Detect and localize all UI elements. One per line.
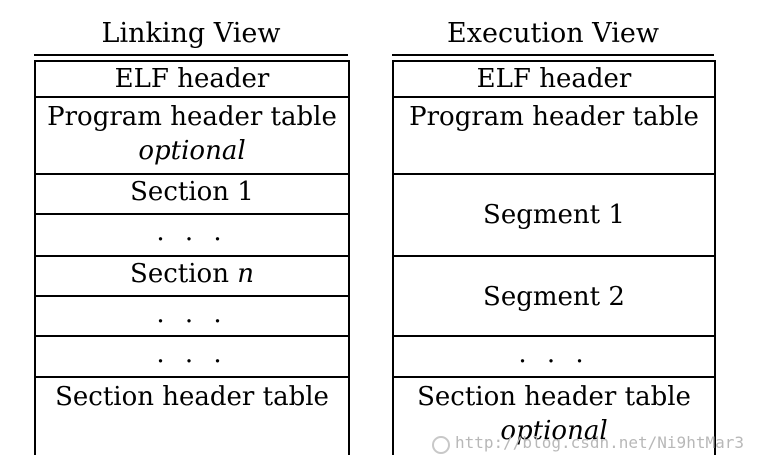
execution-section-header-table-label: Section header table [417, 382, 691, 412]
execution-segment-1-label: Segment 1 [483, 200, 625, 230]
linking-elf-header: ELF header [36, 62, 348, 98]
linking-view-table: ELF header Program header table optional… [34, 60, 350, 455]
execution-view-title: Execution View [447, 18, 659, 49]
linking-ellipsis-3: . . . [36, 337, 348, 378]
execution-segment-2: Segment 2 [394, 257, 714, 337]
linking-ellipsis-2-label: . . . [156, 299, 228, 329]
execution-program-header-table: Program header table [394, 98, 714, 175]
linking-view-title: Linking View [101, 18, 281, 49]
execution-program-header-table-label: Program header table [409, 102, 699, 132]
linking-section-header-table-label: Section header table [55, 382, 329, 412]
linking-ellipsis-3-label: . . . [156, 339, 228, 369]
execution-ellipsis: . . . [394, 337, 714, 378]
execution-elf-header-label: ELF header [476, 64, 632, 94]
watermark-logo-icon [432, 436, 450, 454]
linking-ellipsis-1: . . . [36, 215, 348, 257]
execution-segment-2-label: Segment 2 [483, 282, 625, 312]
linking-section-1-label: Section 1 [130, 177, 254, 207]
execution-section-header-table: Section header table optional [394, 378, 714, 455]
linking-view-title-rule [34, 54, 348, 56]
execution-view-table: ELF header Program header table Segment … [392, 60, 716, 455]
linking-ellipsis-1-label: . . . [156, 217, 228, 247]
linking-ellipsis-2: . . . [36, 297, 348, 337]
execution-ellipsis-label: . . . [518, 339, 590, 369]
linking-section-header-table: Section header table [36, 378, 348, 455]
execution-elf-header: ELF header [394, 62, 714, 98]
linking-section-1: Section 1 [36, 175, 348, 215]
linking-program-header-table-optional: optional [138, 136, 246, 166]
execution-view-title-rule [392, 54, 714, 56]
watermark-text: http://blog.csdn.net/Ni9htMar3 [455, 433, 744, 452]
execution-segment-1: Segment 1 [394, 175, 714, 257]
linking-elf-header-label: ELF header [114, 64, 270, 94]
linking-section-n-variable: n [237, 259, 254, 289]
execution-section-header-table-optional: optional [500, 416, 608, 446]
linking-section-n: Section n [36, 257, 348, 297]
linking-program-header-table-label: Program header table [47, 102, 337, 132]
linking-program-header-table: Program header table optional [36, 98, 348, 175]
linking-section-n-label: Section [130, 259, 238, 289]
